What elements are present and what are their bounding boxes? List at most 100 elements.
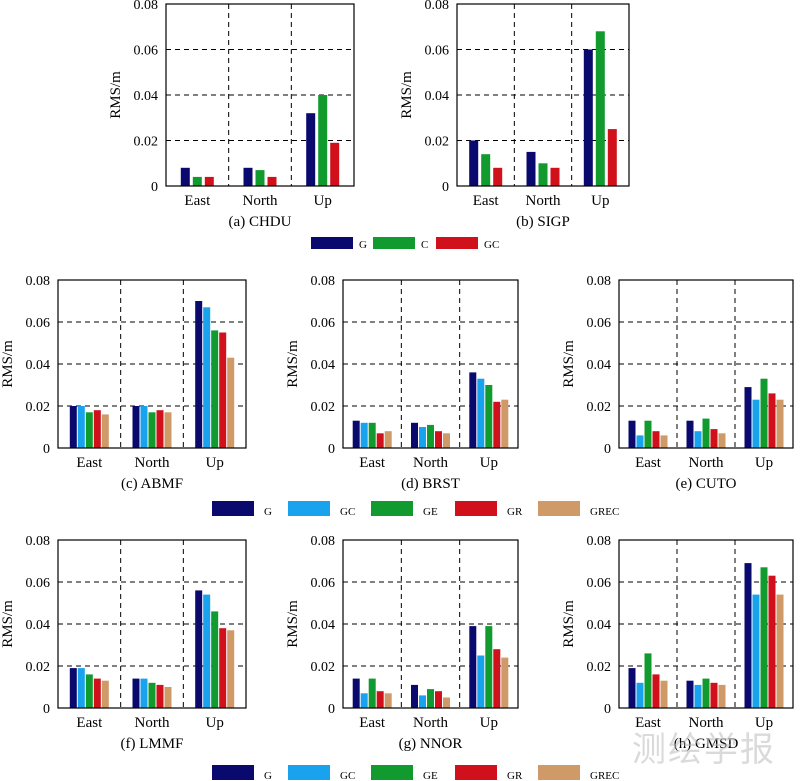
bar-g-north	[132, 406, 140, 448]
legend-row-2: G GC GE GR GREC	[212, 501, 619, 518]
bar-ge-north	[702, 418, 710, 448]
bar-gr-north	[156, 410, 164, 448]
x-category-label: North	[526, 193, 561, 209]
bar-gc-east	[636, 682, 644, 708]
bar-g-up	[744, 563, 752, 708]
legend-label-gc: GC	[340, 506, 355, 518]
bar-g-up	[744, 387, 752, 448]
x-category-label: Up	[313, 193, 331, 209]
x-category-label: East	[473, 193, 500, 209]
y-tick-label: 0.02	[311, 660, 336, 675]
bar-gc-up	[203, 307, 211, 448]
legend-swatch-gc	[288, 765, 330, 780]
bar-gc-up	[607, 129, 617, 186]
bar-grec-east	[660, 435, 668, 448]
bar-g-north	[411, 422, 418, 448]
legend-swatch-gc	[288, 501, 330, 516]
bar-gr-east	[376, 433, 384, 448]
x-category-label: Up	[205, 455, 223, 471]
y-tick-label: 0	[442, 180, 449, 195]
bar-gc-east	[493, 167, 503, 186]
x-category-label: East	[635, 715, 662, 731]
y-tick-label: 0.04	[26, 358, 51, 373]
bar-gr-north	[435, 691, 442, 708]
y-tick-label: 0.08	[425, 0, 450, 13]
y-tick-label: 0	[151, 180, 158, 195]
bar-g-north	[686, 680, 694, 708]
y-tick-label: 0.02	[26, 400, 51, 415]
bar-g-north	[526, 151, 536, 186]
plot-frame	[342, 539, 519, 709]
x-category-label: East	[76, 455, 103, 471]
x-category-label: North	[243, 193, 278, 209]
legend-label-g: G	[264, 770, 272, 781]
y-tick-label: 0.06	[425, 44, 450, 59]
y-tick-label: 0	[328, 702, 335, 717]
bar-grec-east	[101, 414, 109, 448]
y-tick-label: 0.02	[311, 400, 336, 415]
bar-gr-north	[710, 429, 718, 448]
x-category-label: Up	[480, 715, 498, 731]
legend-swatch-gr	[455, 765, 497, 780]
bar-ge-north	[148, 412, 156, 448]
subplot-title: (d) BRST	[401, 476, 460, 492]
plot-frame	[618, 539, 794, 709]
y-tick-label: 0.06	[311, 576, 336, 591]
bar-gc-up	[330, 142, 340, 186]
bar-ge-east	[85, 412, 93, 448]
x-category-label: Up	[755, 455, 773, 471]
subplot-title: (c) ABMF	[121, 476, 183, 492]
bar-g-east	[469, 140, 479, 186]
y-tick-label: 0.04	[134, 89, 159, 104]
bar-ge-up	[211, 611, 219, 708]
bar-grec-north	[443, 697, 450, 708]
legend-label-gc: GC	[340, 770, 355, 781]
bar-g-up	[469, 626, 477, 708]
y-tick-label: 0.08	[587, 274, 612, 289]
chart-panel-3: 0 0.02 0.04 0.06 0.08 East North Up RMS/m (c) ABM…	[0, 274, 247, 492]
y-tick-label: 0.08	[26, 274, 51, 289]
bar-gr-up	[493, 401, 501, 448]
legend-row-1: G C GC	[311, 237, 499, 251]
plot-frame	[618, 279, 794, 449]
legend-label-g: G	[359, 239, 367, 251]
subplot-title: (b) SIGP	[516, 214, 570, 230]
bar-gc-north	[550, 167, 560, 186]
y-tick-label: 0.02	[26, 660, 51, 675]
y-tick-label: 0.08	[587, 534, 612, 549]
bar-gc-up	[752, 399, 760, 448]
bar-c-north	[538, 163, 548, 187]
chart-panel-2: 0 0.02 0.04 0.06 0.08 East North Up RMS/m (b) SIG…	[399, 0, 630, 230]
legend-label-ge: GE	[423, 770, 438, 781]
bar-gr-east	[93, 410, 101, 448]
bar-gc-up	[477, 655, 485, 708]
bar-gr-north	[156, 684, 164, 708]
bar-c-north	[255, 170, 265, 186]
x-category-label: Up	[205, 715, 223, 731]
legend-swatch-c	[373, 237, 415, 249]
x-category-label: Up	[591, 193, 609, 209]
y-tick-label: 0.04	[587, 358, 612, 373]
y-tick-label: 0.06	[587, 316, 612, 331]
y-tick-label: 0.04	[311, 358, 336, 373]
legend-label-grec: GREC	[590, 770, 619, 781]
bar-ge-up	[760, 567, 768, 708]
bar-ge-up	[485, 626, 493, 708]
bar-grec-up	[501, 399, 509, 448]
y-tick-label: 0	[328, 442, 335, 457]
plot-frame	[57, 279, 247, 449]
bar-g-east	[628, 668, 636, 708]
bar-gc-north	[419, 427, 426, 448]
bar-gc-north	[694, 684, 702, 708]
bar-gr-east	[652, 431, 660, 448]
bar-gc-east	[77, 668, 85, 708]
bar-g-up	[195, 590, 203, 708]
y-tick-label: 0.06	[134, 44, 159, 59]
plot-frame	[456, 3, 630, 187]
x-category-label: North	[413, 715, 448, 731]
legend-swatch-g	[212, 501, 254, 516]
bar-ge-north	[427, 689, 434, 708]
bar-gc-east	[636, 435, 644, 448]
y-axis-label: RMS/m	[561, 600, 577, 648]
legend-swatch-ge	[371, 501, 413, 516]
